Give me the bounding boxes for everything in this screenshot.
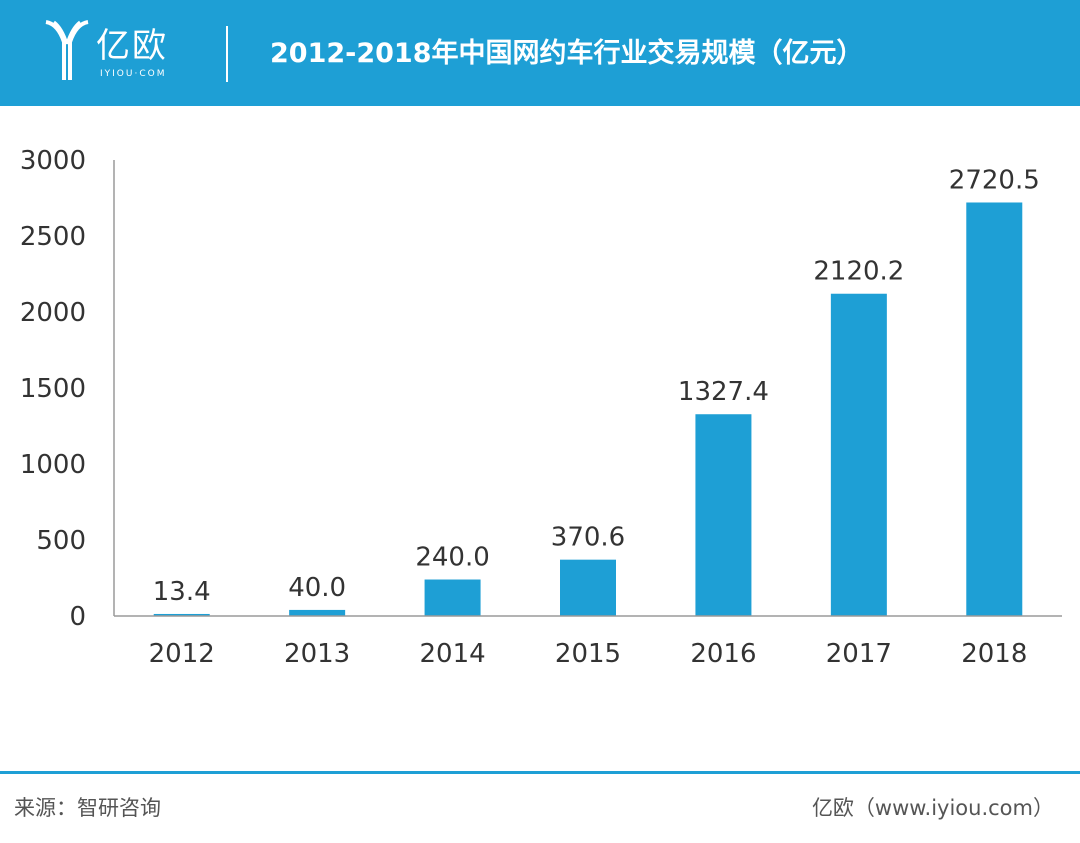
bar-2014	[424, 579, 481, 616]
y-axis: 0 500 1000 1500 2000 2500 3000	[20, 146, 115, 632]
data-label-2014: 240.0	[415, 543, 489, 573]
x-tick-label-2018: 2018	[961, 639, 1027, 669]
data-label-2012: 13.4	[153, 577, 211, 607]
credit-note: 亿欧（www.iyiou.com）	[811, 796, 1054, 820]
iyiou-logo-icon	[45, 20, 89, 80]
x-tick-label-2014: 2014	[419, 639, 485, 669]
footer-divider	[0, 771, 1080, 774]
y-tick-label: 1000	[20, 450, 86, 480]
chart-title: 2012-2018年中国网约车行业交易规模（亿元）	[270, 38, 864, 69]
bar-2018	[966, 202, 1023, 616]
brand-name: 亿欧	[96, 26, 168, 66]
y-tick-label: 2000	[20, 298, 86, 328]
bars: 13.4 40.0 240.0 370.6 1327.4 2120.2 2720.5	[153, 165, 1040, 616]
x-tick-label-2015: 2015	[555, 639, 621, 669]
header-banner: 亿欧 IYIOU·COM 2012-2018年中国网约车行业交易规模（亿元）	[0, 0, 1080, 106]
y-tick-label: 3000	[20, 146, 86, 176]
source-note: 来源：智研咨询	[14, 796, 161, 820]
bar-2012	[153, 613, 210, 616]
x-tick-label-2016: 2016	[690, 639, 756, 669]
y-tick-label: 0	[69, 602, 86, 632]
bar-2017	[830, 293, 887, 616]
x-tick-label-2013: 2013	[284, 639, 350, 669]
x-tick-label-2017: 2017	[826, 639, 892, 669]
y-tick-label: 1500	[20, 374, 86, 404]
data-label-2016: 1327.4	[678, 377, 769, 407]
bar-chart: 0 500 1000 1500 2000 2500 3000 13.4 40.0 240.0 37…	[20, 146, 1062, 669]
brand-domain: IYIOU·COM	[100, 69, 167, 79]
bar-2013	[289, 609, 346, 616]
x-tick-label-2012: 2012	[149, 639, 215, 669]
y-tick-label: 500	[36, 526, 86, 556]
data-label-2013: 40.0	[288, 573, 346, 603]
bar-2016	[695, 414, 752, 616]
bar-2015	[560, 559, 616, 616]
data-label-2018: 2720.5	[949, 165, 1040, 195]
data-label-2017: 2120.2	[813, 257, 904, 287]
header-divider	[226, 26, 228, 82]
x-axis: 2012 2013 2014 2015 2016 2017 2018	[114, 615, 1062, 669]
data-label-2015: 370.6	[551, 523, 625, 553]
y-tick-label: 2500	[20, 222, 86, 252]
